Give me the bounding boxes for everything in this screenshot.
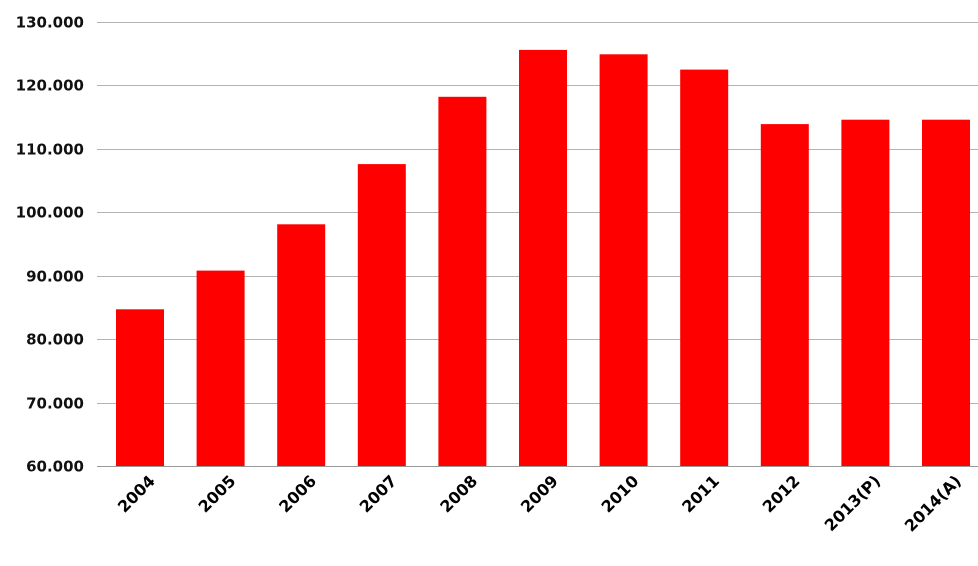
y-tick-label: 90.000 [26, 268, 84, 286]
y-tick-label: 80.000 [26, 331, 84, 349]
y-tick-label: 120.000 [16, 77, 84, 95]
x-tick-label: 2014(A) [901, 471, 965, 535]
bar-2009 [519, 49, 567, 467]
x-axis-ticks: 2004 2005 2006 2007 2008 2009 2010 2011 2012 2013… [114, 471, 965, 535]
bar-2011 [680, 69, 729, 466]
bars [116, 49, 970, 467]
x-tick-label: 2009 [517, 471, 562, 516]
x-tick-label: 2004 [114, 471, 159, 516]
y-axis-ticks: 60.000 70.000 80.000 90.000 100.000 110.000 12… [16, 14, 84, 476]
x-tick-label: 2013(P) [821, 471, 885, 535]
bar-2010 [599, 54, 648, 467]
y-tick-label: 100.000 [16, 204, 84, 222]
x-tick-label: 2010 [598, 471, 643, 516]
x-tick-label: 2006 [275, 471, 320, 516]
bar-2007 [357, 164, 406, 466]
x-tick-label: 2007 [356, 471, 401, 516]
bar-2012 [760, 124, 809, 466]
y-tick-label: 130.000 [16, 14, 84, 32]
y-tick-label: 60.000 [26, 458, 84, 476]
x-tick-label: 2008 [436, 471, 481, 516]
y-tick-label: 110.000 [16, 141, 84, 159]
bar-2006 [277, 224, 326, 466]
x-tick-label: 2012 [759, 471, 804, 516]
bar-2005 [196, 270, 245, 466]
x-tick-label: 2005 [195, 471, 240, 516]
bar-2013(P) [841, 119, 890, 466]
x-tick-label: 2011 [678, 471, 723, 516]
bar-2014(A) [922, 119, 970, 466]
y-tick-label: 70.000 [26, 395, 84, 413]
bar-2004 [116, 309, 164, 466]
bar-2008 [438, 96, 487, 467]
